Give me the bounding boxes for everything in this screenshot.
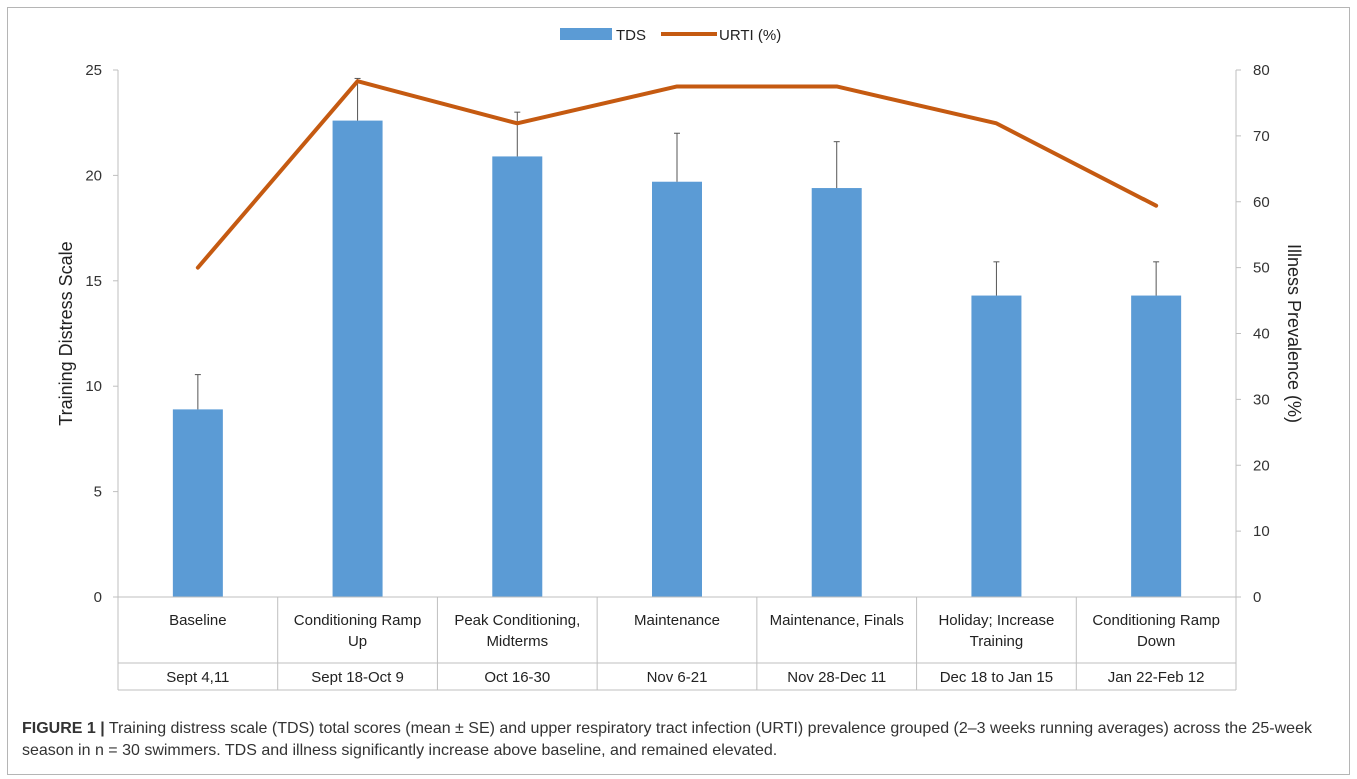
legend-tds-swatch bbox=[560, 28, 612, 40]
right-axis-title: Illness Prevalence (%) bbox=[1284, 244, 1304, 423]
left-axis-tick-label: 5 bbox=[94, 484, 102, 501]
legend-urti-label: URTI (%) bbox=[719, 27, 781, 44]
left-axis-tick-label: 10 bbox=[85, 378, 102, 395]
legend-tds-label: TDS bbox=[616, 27, 646, 44]
category-label: Holiday; Increase bbox=[938, 612, 1054, 629]
tds-bar bbox=[971, 295, 1022, 597]
category-label: Training bbox=[970, 633, 1024, 650]
date-label: Sept 4,11 bbox=[166, 669, 229, 686]
date-label: Sept 18-Oct 9 bbox=[311, 669, 404, 686]
right-axis-tick-label: 40 bbox=[1253, 326, 1270, 343]
figure-frame bbox=[7, 7, 1350, 775]
category-label: Maintenance bbox=[634, 612, 720, 629]
right-axis-tick-label: 20 bbox=[1253, 457, 1270, 474]
urti-line bbox=[195, 79, 1159, 270]
caption-label: FIGURE 1 | bbox=[22, 720, 105, 737]
right-axis-tick-label: 60 bbox=[1253, 194, 1270, 211]
right-axis-tick-label: 50 bbox=[1253, 260, 1270, 277]
date-label: Nov 28-Dec 11 bbox=[787, 669, 886, 686]
tds-bar bbox=[652, 181, 702, 597]
category-label: Conditioning Ramp bbox=[1092, 612, 1220, 629]
right-axis-tick-label: 70 bbox=[1253, 128, 1270, 145]
category-label: Maintenance, Finals bbox=[770, 612, 904, 629]
tds-bar bbox=[1131, 295, 1182, 597]
category-label: Conditioning Ramp bbox=[294, 612, 422, 629]
tds-bar bbox=[332, 120, 383, 597]
caption-text: Training distress scale (TDS) total scor… bbox=[22, 720, 1312, 759]
right-axis-tick-label: 10 bbox=[1253, 523, 1270, 540]
right-axis-tick-label: 30 bbox=[1253, 391, 1270, 408]
date-label: Oct 16-30 bbox=[484, 669, 550, 686]
right-axis-tick-label: 80 bbox=[1253, 62, 1270, 79]
date-label: Jan 22-Feb 12 bbox=[1108, 669, 1205, 686]
category-label: Up bbox=[348, 633, 367, 650]
category-label: Midterms bbox=[486, 633, 548, 650]
category-label: Down bbox=[1137, 633, 1175, 650]
category-label: Peak Conditioning, bbox=[454, 612, 580, 629]
date-label: Nov 6-21 bbox=[647, 669, 708, 686]
tds-bar bbox=[492, 156, 543, 598]
figure-caption: FIGURE 1 | Training distress scale (TDS)… bbox=[22, 718, 1342, 762]
left-axis-tick-label: 20 bbox=[85, 167, 102, 184]
tds-bar bbox=[811, 188, 862, 597]
tds-bar bbox=[172, 409, 223, 597]
left-axis-tick-label: 25 bbox=[85, 62, 102, 79]
category-label: Baseline bbox=[169, 612, 227, 629]
right-axis-tick-label: 0 bbox=[1253, 589, 1261, 606]
left-axis-tick-label: 15 bbox=[85, 273, 102, 290]
combo-chart: 0 5 10 15 20 25 0 10 20 30 40 50 60 70 80 Training Dist… bbox=[56, 27, 1304, 691]
left-axis-tick-label: 0 bbox=[94, 589, 102, 606]
date-label: Dec 18 to Jan 15 bbox=[940, 669, 1053, 686]
left-axis-title: Training Distress Scale bbox=[56, 241, 76, 425]
